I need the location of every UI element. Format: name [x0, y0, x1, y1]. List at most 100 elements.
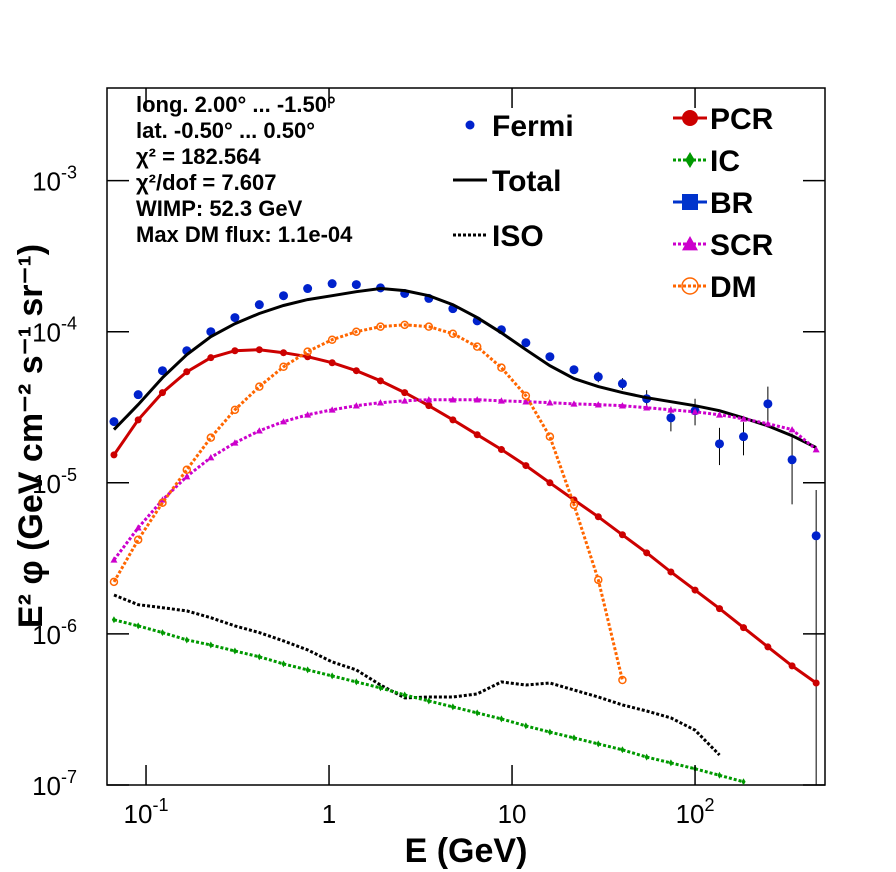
- legend-label: SCR: [710, 229, 774, 262]
- point: [569, 365, 579, 375]
- point: [523, 722, 528, 730]
- point: [763, 399, 773, 409]
- point: [424, 322, 434, 331]
- point: [327, 335, 337, 344]
- point: [667, 406, 675, 413]
- point: [231, 347, 239, 355]
- point: [499, 715, 504, 723]
- point: [571, 734, 577, 742]
- point: [401, 389, 409, 397]
- point: [255, 427, 263, 434]
- point: [594, 401, 602, 408]
- point: [668, 759, 673, 767]
- y-tick-label-base: 10: [32, 167, 61, 197]
- point: [352, 327, 361, 336]
- annotation: long. 2.00° ... -1.50°: [136, 92, 336, 117]
- point: [620, 746, 625, 754]
- point: [183, 473, 191, 480]
- point: [740, 624, 748, 632]
- point: [644, 753, 649, 761]
- point: [160, 629, 165, 637]
- point: [207, 354, 215, 362]
- point: [473, 431, 481, 439]
- point: [497, 397, 505, 404]
- point: [594, 513, 602, 521]
- legend-marker: [682, 236, 698, 251]
- plot-frame: [106, 87, 826, 786]
- point: [158, 498, 167, 507]
- point: [303, 347, 312, 356]
- legend-label: ISO: [492, 220, 544, 253]
- point: [618, 531, 626, 539]
- point: [110, 556, 118, 563]
- point: [401, 397, 409, 404]
- annotation: Max DM flux: 1.1e-04: [136, 222, 353, 247]
- point: [691, 586, 699, 594]
- point: [547, 728, 552, 736]
- point: [593, 372, 603, 382]
- legend-label: DM: [710, 271, 757, 304]
- point: [717, 771, 722, 779]
- point: [667, 568, 675, 576]
- point: [305, 666, 310, 674]
- point: [666, 413, 676, 423]
- point: [546, 399, 554, 406]
- y-axis-title: E² φ (GeV cm⁻² s⁻¹ sr⁻¹): [12, 244, 50, 628]
- point: [158, 389, 166, 397]
- point: [231, 439, 239, 446]
- point: [280, 418, 288, 425]
- point: [764, 643, 772, 651]
- y-tick-label-exp: -6: [61, 616, 77, 636]
- point: [569, 500, 579, 510]
- point: [109, 417, 119, 427]
- point: [788, 662, 796, 670]
- point: [426, 697, 431, 705]
- point: [522, 398, 530, 405]
- point: [643, 404, 651, 411]
- x-tick-label: 102: [676, 795, 715, 829]
- series-line: [112, 398, 818, 561]
- point: [449, 416, 457, 424]
- point: [206, 433, 216, 442]
- legend-marker: [682, 110, 698, 126]
- point: [207, 454, 215, 461]
- point: [448, 329, 458, 338]
- legend-label: IC: [710, 145, 740, 178]
- y-tick-label-exp: -4: [61, 314, 77, 334]
- point: [618, 402, 626, 409]
- plot-area: [109, 279, 821, 785]
- point: [254, 300, 264, 310]
- point: [352, 402, 360, 409]
- point: [546, 479, 554, 487]
- point: [111, 616, 117, 624]
- point: [450, 703, 455, 711]
- y-tick-label-base: 10: [32, 469, 61, 499]
- legend-label: Total: [492, 165, 561, 198]
- point: [328, 359, 336, 367]
- point: [788, 426, 796, 433]
- y-tick-label-base: 10: [32, 771, 61, 801]
- point: [472, 342, 482, 351]
- point: [402, 691, 407, 699]
- point: [257, 653, 262, 661]
- annotation: WIMP: 52.3 GeV: [136, 196, 303, 221]
- point: [133, 390, 143, 400]
- point: [279, 291, 289, 301]
- point: [304, 411, 312, 418]
- point: [497, 363, 506, 372]
- point: [134, 416, 142, 424]
- x-tick-label: 1: [322, 799, 336, 829]
- x-axis-title: E (GeV): [405, 832, 528, 870]
- point: [230, 405, 240, 415]
- point: [255, 346, 263, 354]
- point: [134, 524, 142, 531]
- point: [596, 740, 601, 748]
- annotation: χ²/dof = 7.607: [136, 170, 276, 195]
- legend-marker: [685, 152, 695, 168]
- legend-marker: [682, 194, 698, 210]
- point: [521, 338, 531, 348]
- x-tick-label: 10-1: [124, 795, 169, 829]
- point: [279, 362, 288, 372]
- point: [182, 465, 192, 474]
